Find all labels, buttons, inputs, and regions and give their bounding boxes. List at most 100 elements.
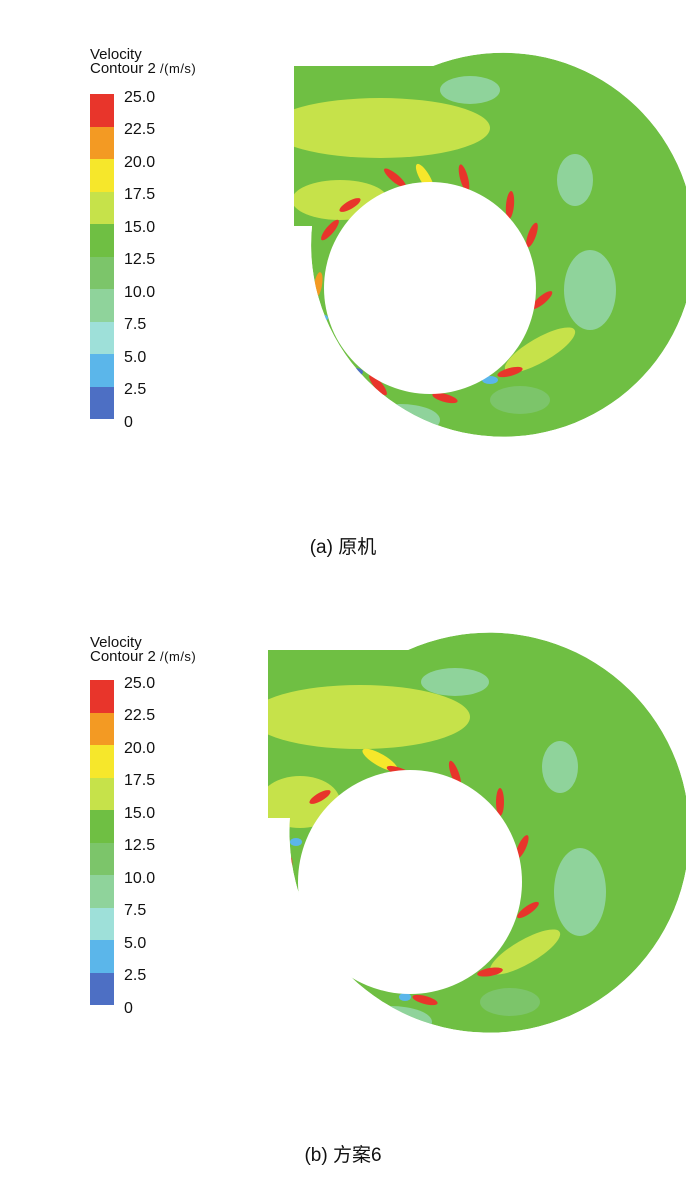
swatch-25: [90, 94, 114, 127]
jet-red: [497, 366, 523, 378]
jet-red: [339, 198, 361, 212]
impeller-hub: [298, 770, 522, 994]
swatch-15: [90, 224, 114, 257]
caption-a: (a) 原机: [309, 537, 377, 558]
flow-band: [268, 685, 470, 749]
jet-red: [496, 788, 504, 816]
jet-red: [477, 967, 503, 977]
swatch-2-5: [90, 386, 114, 419]
jet-red: [526, 222, 538, 248]
swatch-20: [90, 745, 114, 778]
legend-unit: /(m/s): [160, 649, 197, 664]
tick-label: 7.5: [124, 316, 147, 333]
panel-original: Velocity Contour 2 /(m/s) 25.0 22.5 20.0…: [90, 46, 686, 558]
swatch-10: [90, 289, 114, 322]
tick-label: 20.0: [124, 154, 156, 171]
legend-subtitle-text: Contour 2: [90, 60, 156, 77]
legend-title: Velocity: [90, 46, 142, 63]
tick-label: 12.5: [124, 251, 156, 268]
swatch-12-5: [90, 256, 114, 289]
jet-red: [412, 994, 438, 1006]
low-velocity-zone: [360, 404, 440, 436]
tick-label: 15.0: [124, 805, 156, 822]
low-velocity-zone: [421, 668, 489, 696]
jet-red: [309, 790, 331, 804]
tick-label: 25.0: [124, 675, 156, 692]
tick-label: 25.0: [124, 89, 156, 106]
flow-band: [490, 386, 550, 414]
low-velocity-zone: [348, 1006, 432, 1033]
legend-title: Velocity: [90, 634, 142, 651]
low-velocity-zone: [542, 741, 578, 793]
tick-label: 20.0: [124, 740, 156, 757]
tick-label: 7.5: [124, 902, 147, 919]
swatch-5: [90, 354, 114, 387]
tick-label: 5.0: [124, 935, 147, 952]
low-velocity-zone: [554, 848, 606, 936]
jet-red: [369, 374, 387, 396]
flow-band: [489, 929, 561, 975]
low-velocity-spot: [312, 314, 328, 322]
swatch-7-5: [90, 907, 114, 940]
low-velocity-zone: [440, 76, 500, 104]
impeller-hub: [324, 182, 536, 394]
swatch-20: [90, 159, 114, 192]
tick-label: 5.0: [124, 349, 147, 366]
swatch-7-5: [90, 321, 114, 354]
tick-label: 0: [124, 414, 133, 431]
velocity-contour-plot: [294, 52, 686, 437]
jet-red: [448, 760, 462, 788]
jet-red: [531, 291, 553, 309]
color-legend: Velocity Contour 2 /(m/s) 25.0 22.5 20.0…: [90, 634, 197, 1017]
jet-red: [458, 164, 470, 192]
swatch-22-5: [90, 712, 114, 745]
flow-band: [480, 988, 540, 1016]
tick-label: 12.5: [124, 837, 156, 854]
legend-color-bar: [90, 680, 114, 1005]
swatch-15: [90, 810, 114, 843]
swatch-12-5: [90, 842, 114, 875]
swatch-25: [90, 680, 114, 713]
jet-red: [517, 901, 539, 919]
low-velocity-spot: [294, 918, 306, 926]
legend-subtitle-text: Contour 2: [90, 648, 156, 665]
swatch-10: [90, 875, 114, 908]
low-velocity-zone: [564, 250, 616, 330]
legend-color-bar: [90, 94, 114, 419]
panel-scheme-6: Velocity Contour 2 /(m/s) 25.0 22.5 20.0…: [0, 592, 686, 1184]
jet-red: [515, 835, 529, 859]
velocity-contour-plot: [268, 632, 686, 1033]
tick-label: 22.5: [124, 707, 156, 724]
tick-label: 17.5: [124, 186, 156, 203]
jet-yellow: [362, 748, 398, 772]
legend-unit: /(m/s): [160, 61, 197, 76]
flow-band: [504, 327, 576, 373]
tick-label: 0: [124, 1000, 133, 1017]
jet-red: [383, 168, 407, 188]
flow-band: [294, 98, 490, 158]
jet-red: [321, 219, 339, 241]
legend-subtitle: Contour 2 /(m/s): [90, 648, 197, 665]
flow-band: [268, 776, 340, 828]
low-velocity-spot: [347, 368, 363, 376]
low-velocity-zone: [557, 154, 593, 206]
jet-red: [505, 191, 515, 219]
caption-b: (b) 方案6: [304, 1145, 382, 1166]
tick-label: 2.5: [124, 381, 147, 398]
low-velocity-spot: [290, 838, 302, 846]
swatch-17-5: [90, 191, 114, 224]
tick-label: 22.5: [124, 121, 156, 138]
swatch-22-5: [90, 126, 114, 159]
jet-red: [432, 392, 458, 404]
swatch-5: [90, 940, 114, 973]
legend-subtitle: Contour 2 /(m/s): [90, 60, 197, 77]
swatch-17-5: [90, 777, 114, 810]
swatch-2-5: [90, 972, 114, 1005]
tick-label: 10.0: [124, 870, 156, 887]
low-velocity-spot: [399, 993, 411, 1001]
tick-label: 17.5: [124, 772, 156, 789]
tick-label: 15.0: [124, 219, 156, 236]
tick-label: 10.0: [124, 284, 156, 301]
color-legend: Velocity Contour 2 /(m/s) 25.0 22.5 20.0…: [90, 46, 197, 431]
tick-label: 2.5: [124, 967, 147, 984]
